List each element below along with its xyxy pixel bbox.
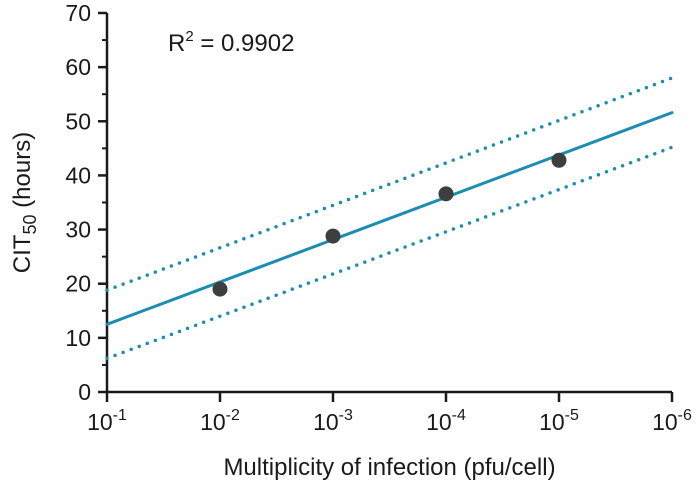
data-point — [212, 281, 228, 297]
y-tick-label: 60 — [65, 54, 91, 80]
y-axis-title: CIT50 (hours) — [9, 132, 40, 273]
ci-upper-line — [105, 76, 674, 292]
x-tick-label: 10-2 — [200, 407, 240, 435]
x-tick-label-exponent: -5 — [565, 407, 579, 424]
y-tick-label: 10 — [65, 325, 91, 351]
x-tick-label: 10-4 — [426, 407, 466, 435]
x-tick-label-base: 10 — [539, 409, 565, 435]
x-tick-label: 10-1 — [87, 407, 127, 435]
x-tick-label-exponent: -2 — [226, 407, 240, 424]
fit-line — [105, 111, 674, 326]
y-axis-ticks: 0 10 20 30 40 50 60 70 — [65, 0, 107, 405]
axes — [105, 13, 672, 394]
y-axis-title-main: CIT — [9, 234, 36, 273]
y-tick-label: 20 — [65, 271, 91, 297]
series-group — [105, 76, 674, 361]
x-tick-label-base: 10 — [87, 409, 113, 435]
y-tick-label: 0 — [78, 379, 91, 405]
x-tick-label: 10-6 — [652, 407, 692, 435]
x-tick-label-base: 10 — [200, 409, 226, 435]
y-tick-label: 50 — [65, 108, 91, 134]
data-point — [551, 152, 567, 168]
x-tick-label-base: 10 — [426, 409, 452, 435]
x-axis-ticks: 10-1 10-2 10-3 10-4 10-5 10-6 — [87, 392, 692, 435]
x-tick-label-exponent: -6 — [678, 407, 692, 424]
x-tick-label-exponent: -3 — [339, 407, 353, 424]
x-tick-label-exponent: -1 — [113, 407, 127, 424]
y-axis-title-subscript: 50 — [20, 214, 40, 234]
data-point — [438, 186, 454, 202]
y-tick-label: 70 — [65, 0, 91, 26]
data-point — [325, 228, 341, 244]
y-tick-label: 30 — [65, 217, 91, 243]
x-tick-label-base: 10 — [313, 409, 339, 435]
x-tick-label-base: 10 — [652, 409, 678, 435]
ci-lower-line — [105, 145, 674, 361]
r-squared-superscript: 2 — [185, 28, 193, 45]
x-axis-title: Multiplicity of infection (pfu/cell) — [223, 454, 555, 481]
y-tick-label: 40 — [65, 162, 91, 188]
r-squared-annotation: R2 = 0.9902 — [168, 28, 294, 57]
r-squared-prefix: R — [168, 30, 185, 57]
x-tick-label-exponent: -4 — [452, 407, 466, 424]
r-squared-value: = 0.9902 — [194, 30, 295, 57]
y-axis-title-suffix: (hours) — [9, 132, 36, 215]
x-tick-label: 10-3 — [313, 407, 353, 435]
x-tick-label: 10-5 — [539, 407, 579, 435]
